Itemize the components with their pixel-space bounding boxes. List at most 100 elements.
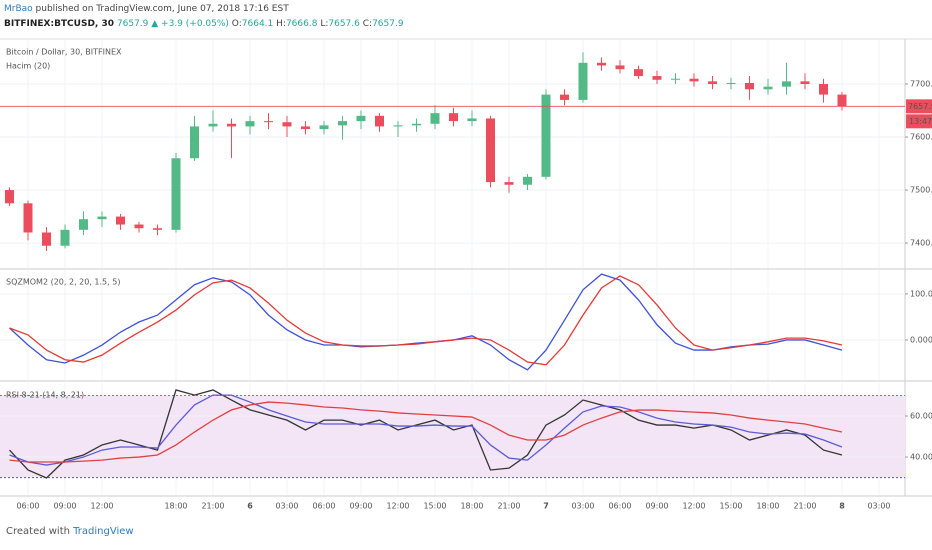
y-tick-label: 7400.0 [910,239,932,248]
series-line [9,275,843,366]
x-tick-label: 09:00 [645,502,668,511]
candle-body [5,190,14,204]
h-label: H: [276,19,286,29]
l-label: L: [320,19,329,29]
pane-title: RSI 8-21 (14, 8, 21) [6,391,84,400]
series-line [9,273,843,371]
candle-body [467,118,477,122]
candle-body [486,118,495,183]
candle-body [652,76,662,80]
h: 7666.8 [285,19,318,29]
x-tick-label: 8 [839,502,845,511]
x-tick-label: 18:00 [460,502,483,511]
candle-body [23,203,33,233]
x-tick-label: 18:00 [756,502,779,511]
c: 7657.9 [372,19,404,29]
x-tick-label: 7 [543,502,549,511]
last: 7657.9 [116,19,149,29]
x-tick-label: 06:00 [16,502,39,511]
candle-body [356,115,366,122]
published: published on TradingView.com, June 07, 2… [35,4,289,14]
pane-subtitle: Hacim (20) [6,62,50,71]
x-tick-label: 09:00 [349,502,372,511]
candle-body [800,81,810,85]
x-tick-label: 21:00 [793,502,816,511]
candle-body [708,81,717,85]
x-tick-label: 6 [247,502,253,511]
x-tick-label: 21:00 [497,502,520,511]
pane-title: SQZMOM2 (20, 2, 20, 1.5, 5) [6,278,120,287]
x-tick-label: 15:00 [719,502,742,511]
x-tick-label: 18:00 [164,502,187,511]
candle-body [837,94,847,107]
candle-body [597,62,606,66]
publish-line: MrBao published on TradingView.com, June… [4,2,404,17]
candle-body [819,84,828,95]
candle-body [60,229,70,246]
candle-body [615,65,625,70]
countdown-label: 13:47 [909,117,932,126]
candle-body [393,125,403,127]
candle-body [504,182,514,185]
candle-body [671,78,680,80]
pane-title: Bitcoin / Dollar, 30, BITFINEX [6,48,122,57]
candle-body [153,228,162,230]
candle-body [245,121,255,127]
x-tick-label: 12:00 [90,502,113,511]
candle-body [208,123,218,127]
y-tick-label: 60.0000 [910,412,932,421]
c-label: C: [362,19,373,29]
last-price-label: 7657.9 [908,102,932,111]
x-tick-label: 03:00 [275,502,298,511]
x-tick-label: 03:00 [571,502,594,511]
candle-body [578,62,588,100]
candle-body [282,122,292,127]
countdown-tag [906,114,932,129]
x-tick-label: 21:00 [201,502,224,511]
y-tick-label: 100.0000 [910,289,932,298]
footer: Created with TradingView [6,526,134,537]
candle-body [782,81,791,87]
candle-body [560,94,569,100]
chart: 06:00 09:00 12:00 18:00 21:00 6 03:00 06:00 09:0… [0,38,932,511]
o-label: O: [231,19,242,29]
x-tick-label: 09:00 [53,502,76,511]
candle-body [430,113,440,124]
candle-body [319,125,329,130]
candle-body [634,69,643,77]
level-band [0,395,905,478]
l: 7657.6 [328,19,360,29]
candle-body [116,216,125,225]
x-tick-label: 15:00 [423,502,446,511]
candle-body [264,121,273,123]
candle-body [745,82,754,90]
series-line [9,401,843,463]
symbol: BITFINEX:BTCUSD, 30 [4,19,115,29]
candle-body [412,123,421,126]
y-tick-label: 40.0000 [910,453,932,462]
change: ▲ +3.9 (+0.05%) [151,19,229,29]
author[interactable]: MrBao [4,4,33,14]
x-tick-label: 06:00 [312,502,335,511]
candle-body [523,176,532,185]
candle-body [42,232,51,246]
y-tick-label: 7700.0 [910,80,932,89]
candle-body [763,86,773,90]
candle-body [227,123,236,127]
footer-prefix: Created with [6,526,70,537]
footer-brand[interactable]: TradingView [73,526,134,537]
candle-body [449,113,458,122]
candle-body [689,78,699,82]
candle-body [79,219,88,230]
candle-body [726,82,736,85]
y-tick-label: 7500.0 [910,186,932,195]
x-tick-label: 03:00 [867,502,890,511]
candle-body [171,158,181,230]
x-tick-label: 12:00 [386,502,409,511]
series-line [9,394,843,466]
candle-body [97,216,107,220]
candle-body [190,126,199,159]
candle-body [301,126,310,130]
candle-body [375,115,384,127]
